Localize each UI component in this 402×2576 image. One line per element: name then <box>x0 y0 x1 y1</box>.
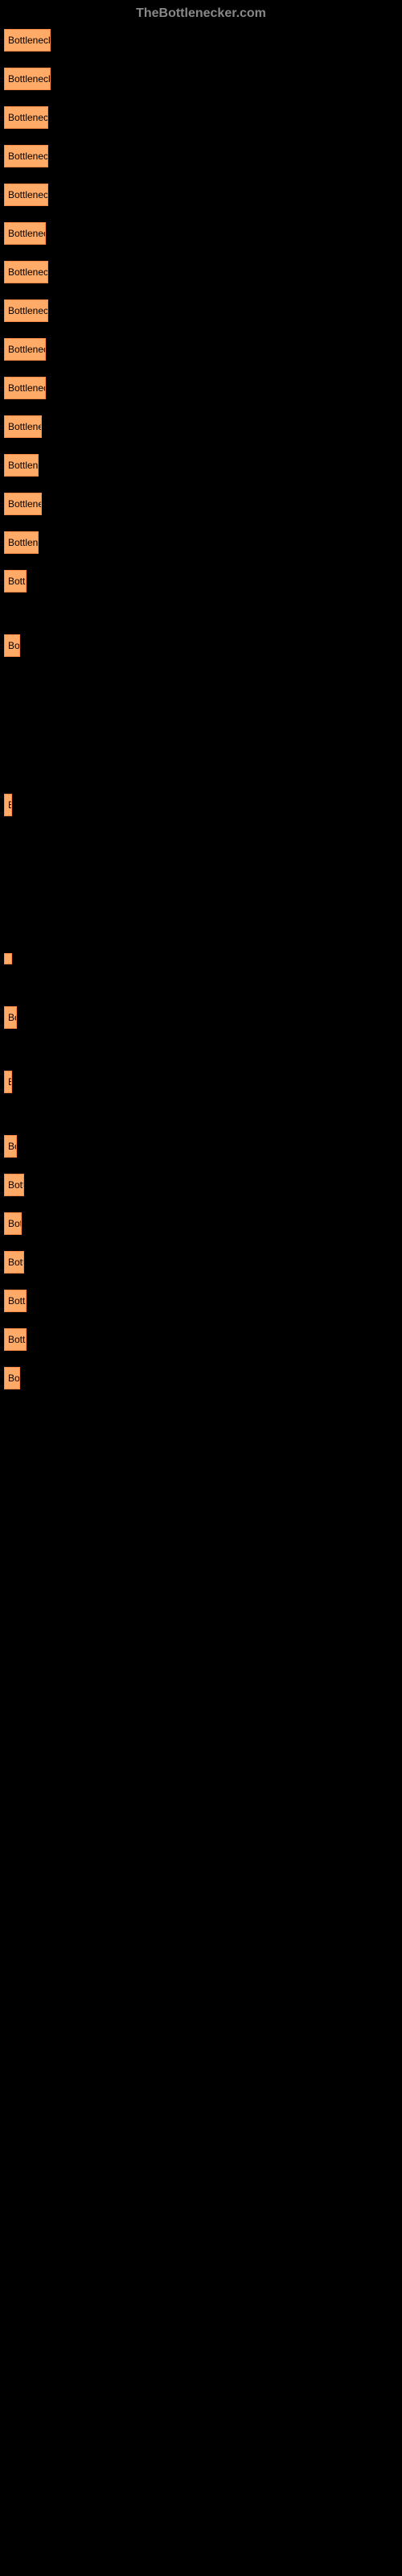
bottleneck-button-1[interactable]: Bottleneck res <box>4 68 51 90</box>
bottleneck-button-21[interactable]: Bottl <box>4 1174 24 1196</box>
bottleneck-button-18[interactable]: Bo <box>4 1006 17 1029</box>
bottleneck-button-26[interactable]: Bot <box>4 1367 20 1389</box>
brand-header: TheBottlenecker.com <box>0 0 402 21</box>
bottleneck-button-7[interactable]: Bottleneck re <box>4 299 48 322</box>
bottleneck-button-3[interactable]: Bottleneck re <box>4 145 48 167</box>
bottleneck-button-12[interactable]: Bottleneck <box>4 493 42 515</box>
bottleneck-button-5[interactable]: Bottleneck r <box>4 222 46 245</box>
bottleneck-button-0[interactable]: Bottleneck res <box>4 29 51 52</box>
bottleneck-button-9[interactable]: Bottleneck r <box>4 377 46 399</box>
bottleneck-button-20[interactable]: Bo <box>4 1135 17 1158</box>
bottleneck-button-19[interactable]: B <box>4 1071 12 1093</box>
bottleneck-button-14[interactable]: Bottle <box>4 570 27 592</box>
bottleneck-button-24[interactable]: Bottle <box>4 1290 27 1312</box>
bottleneck-button-11[interactable]: Bottlenec <box>4 454 39 477</box>
bottleneck-button-13[interactable]: Bottlenec <box>4 531 39 554</box>
bottleneck-button-15[interactable]: Bot <box>4 634 20 657</box>
bottleneck-button-23[interactable]: Bottl <box>4 1251 24 1274</box>
buttons-container: Bottleneck res Bottleneck res Bottleneck r… <box>0 21 402 1414</box>
bottleneck-button-6[interactable]: Bottleneck re <box>4 261 48 283</box>
bottleneck-button-2[interactable]: Bottleneck re <box>4 106 48 129</box>
bottleneck-button-17[interactable] <box>4 953 12 964</box>
bottleneck-button-16[interactable]: B <box>4 794 12 816</box>
bottleneck-button-25[interactable]: Bottle <box>4 1328 27 1351</box>
bottleneck-button-4[interactable]: Bottleneck re <box>4 184 48 206</box>
bottleneck-button-10[interactable]: Bottleneck <box>4 415 42 438</box>
bottleneck-button-8[interactable]: Bottleneck r <box>4 338 46 361</box>
bottleneck-button-22[interactable]: Bott <box>4 1212 22 1235</box>
